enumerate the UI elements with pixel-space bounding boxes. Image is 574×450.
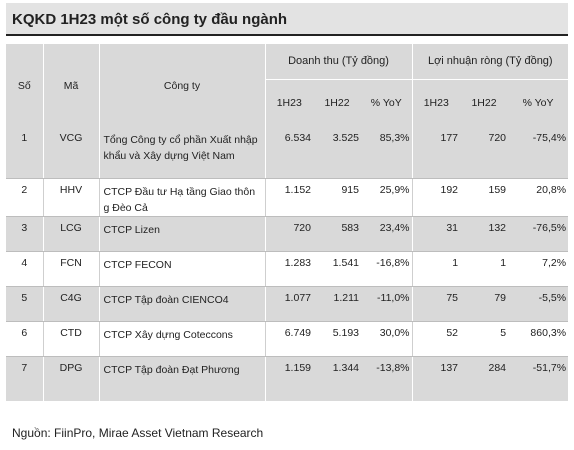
table-row: 2 HHV CTCP Đầu tư Hạ tầng Giao thông Đèo…	[6, 178, 569, 217]
cell-cong-ty: CTCP FECON	[98, 251, 265, 287]
cell-ln-yoy: -75,4%	[508, 127, 569, 179]
cell-so: 4	[6, 251, 43, 287]
cell-dt-yoy: -11,0%	[361, 286, 413, 322]
cell-dt-1h23: 1.283	[264, 251, 313, 287]
table-row: 7 DPG CTCP Tập đoàn Đạt Phương 1.159 1.3…	[6, 356, 569, 401]
cell-ln-yoy: 7,2%	[508, 251, 569, 287]
header-ln-1h23: 1H23	[411, 79, 461, 127]
cell-cong-ty: CTCP Tập đoàn CIENCO4	[98, 286, 265, 322]
cell-cong-ty: CTCP Tập đoàn Đạt Phương	[98, 356, 265, 401]
cell-dt-1h22: 915	[313, 178, 361, 217]
table-row: 4 FCN CTCP FECON 1.283 1.541 -16,8% 1 1 …	[6, 251, 569, 287]
cell-dt-1h23: 1.077	[264, 286, 313, 322]
cell-ma: C4G	[42, 286, 99, 322]
header-ma: Mã	[42, 44, 99, 127]
results-table: Số Mã Công ty Doanh thu (Tỷ đồng) Lợi nh…	[6, 44, 569, 401]
header-dt-yoy: % YoY	[370, 97, 402, 110]
cell-ma: LCG	[42, 216, 99, 252]
table-row: 1 VCG Tổng Công ty cổ phần Xuất nhập khẩ…	[6, 127, 569, 179]
cell-so: 1	[6, 127, 43, 179]
cell-dt-yoy: -13,8%	[376, 361, 410, 374]
cell-ln-yoy: 20,8%	[508, 178, 569, 217]
cell-dt-yoy: -16,8%	[361, 251, 413, 287]
header-so: Số	[17, 79, 31, 92]
cell-ma: CTD	[42, 321, 99, 357]
cell-ln-yoy: 860,3%	[508, 321, 569, 357]
cell-ln-1h23: 1	[411, 251, 461, 287]
cell-cong-ty: CTCP Lizen	[98, 216, 265, 252]
header-dt-1h23: 1H23	[264, 79, 313, 127]
cell-so: 5	[6, 286, 43, 322]
cell-ln-1h22: 159	[460, 178, 509, 217]
cell-so: 3	[6, 216, 43, 252]
cell-ma: VCG	[42, 127, 99, 179]
cell-ln-yoy: -5,5%	[508, 286, 569, 322]
cell-dt-1h23: 1.159	[264, 356, 313, 401]
header-doanh-thu: Doanh thu (Tỷ đồng)	[264, 44, 413, 80]
cell-ma: FCN	[42, 251, 99, 287]
cell-dt-1h22: 583	[313, 216, 361, 252]
cell-dt-yoy: 30,0%	[361, 321, 413, 357]
cell-dt-yoy: 23,4%	[361, 216, 413, 252]
cell-cong-ty: CTCP Đầu tư Hạ tầng Giao thông Đèo Cả	[98, 178, 265, 217]
cell-so: 7	[21, 361, 28, 374]
cell-dt-1h22: 3.525	[313, 127, 361, 179]
cell-ln-1h23: 177	[411, 127, 461, 179]
cell-dt-1h22: 5.193	[313, 321, 361, 357]
cell-cong-ty: CTCP Xây dựng Coteccons	[98, 321, 265, 357]
cell-ln-yoy: -51,7%	[532, 361, 567, 374]
table-row: 6 CTD CTCP Xây dựng Coteccons 6.749 5.19…	[6, 321, 569, 357]
cell-ln-1h22: 284	[488, 361, 507, 374]
header-loi-nhuan: Lợi nhuận ròng (Tỷ đồng)	[411, 44, 569, 80]
table-row: 3 LCG CTCP Lizen 720 583 23,4% 31 132 -7…	[6, 216, 569, 252]
table-title: KQKD 1H23 một số công ty đầu ngành	[6, 3, 568, 36]
cell-dt-1h23: 6.749	[264, 321, 313, 357]
cell-dt-1h23: 720	[264, 216, 313, 252]
header-ln-1h22: 1H22	[471, 97, 497, 110]
cell-ln-1h23: 192	[411, 178, 461, 217]
cell-dt-1h22: 1.211	[313, 286, 361, 322]
cell-ma: HHV	[42, 178, 99, 217]
source-note: Nguồn: FiinPro, Mirae Asset Vietnam Rese…	[12, 426, 264, 440]
cell-dt-1h22: 1.344	[332, 361, 359, 374]
cell-ln-1h22: 720	[460, 127, 509, 179]
cell-ma: DPG	[42, 356, 99, 401]
table-row: 5 C4G CTCP Tập đoàn CIENCO4 1.077 1.211 …	[6, 286, 569, 322]
cell-dt-yoy: 85,3%	[361, 127, 413, 179]
cell-cong-ty: Tổng Công ty cổ phần Xuất nhập khẩu và X…	[98, 127, 265, 179]
cell-ln-1h22: 5	[460, 321, 509, 357]
header-dt-1h22: 1H22	[324, 97, 350, 110]
cell-ln-1h23: 75	[411, 286, 461, 322]
cell-ln-1h22: 79	[460, 286, 509, 322]
cell-ln-1h23: 31	[411, 216, 461, 252]
cell-ln-1h23: 137	[411, 356, 461, 401]
cell-so: 2	[6, 178, 43, 217]
cell-dt-1h22: 1.541	[313, 251, 361, 287]
cell-dt-1h23: 1.152	[264, 178, 313, 217]
cell-ln-1h22: 132	[460, 216, 509, 252]
cell-dt-1h23: 6.534	[264, 127, 313, 179]
cell-so: 6	[6, 321, 43, 357]
cell-ln-1h23: 52	[411, 321, 461, 357]
cell-ln-yoy: -76,5%	[508, 216, 569, 252]
header-ln-yoy: % YoY	[522, 97, 554, 110]
cell-ln-1h22: 1	[460, 251, 509, 287]
cell-dt-yoy: 25,9%	[361, 178, 413, 217]
header-cong-ty: Công ty	[98, 44, 265, 127]
